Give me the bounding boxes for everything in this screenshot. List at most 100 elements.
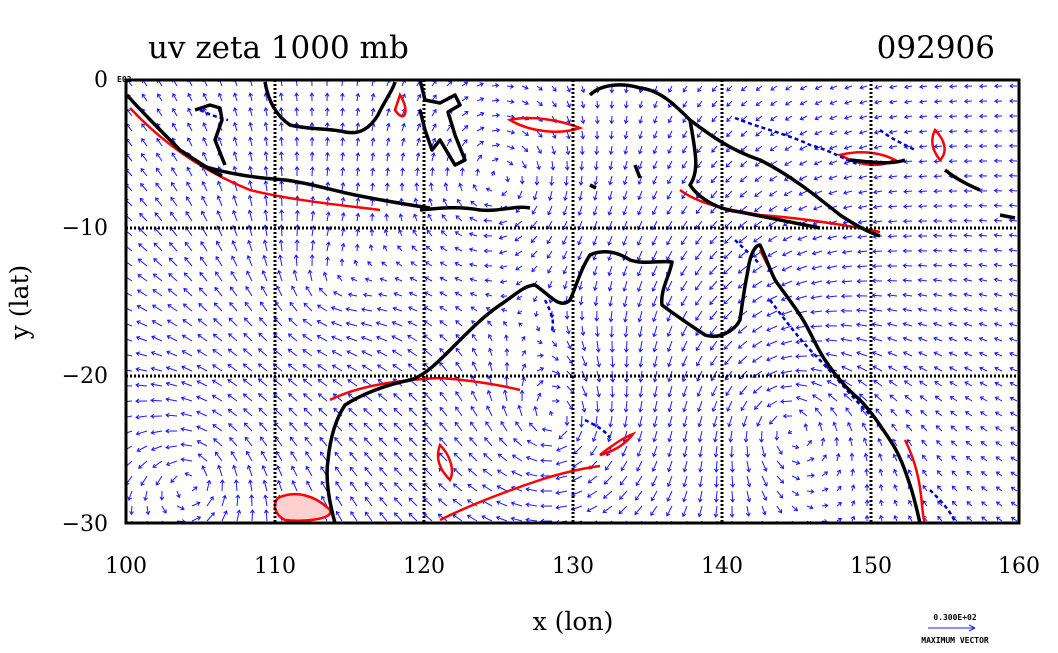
wind-vector bbox=[165, 460, 178, 467]
wind-vector bbox=[499, 264, 508, 270]
wind-vector bbox=[948, 351, 958, 357]
wind-vector bbox=[397, 245, 403, 252]
wind-vector bbox=[857, 249, 868, 255]
wind-vector bbox=[861, 422, 868, 432]
wind-vector bbox=[563, 175, 569, 187]
wind-vector bbox=[232, 464, 238, 477]
wind-vector bbox=[844, 100, 853, 105]
wind-vector bbox=[287, 348, 298, 357]
wind-vector bbox=[233, 92, 238, 102]
wind-vector bbox=[829, 100, 838, 105]
coastline-java bbox=[199, 163, 431, 210]
wind-vector bbox=[594, 145, 600, 156]
wind-vector bbox=[963, 277, 973, 283]
wind-vector bbox=[439, 320, 448, 327]
wind-vector bbox=[864, 483, 870, 492]
wind-vector bbox=[150, 445, 163, 452]
wind-vector bbox=[978, 83, 988, 89]
wind-vector bbox=[259, 436, 268, 447]
wind-vector bbox=[409, 276, 418, 282]
wind-vector bbox=[521, 130, 530, 136]
wind-vector bbox=[185, 210, 193, 222]
wind-vector bbox=[887, 204, 898, 210]
wind-vector bbox=[1008, 262, 1018, 268]
wind-vector bbox=[651, 250, 658, 262]
wind-vector bbox=[454, 421, 463, 432]
wind-vector bbox=[317, 393, 328, 402]
wind-vector bbox=[379, 277, 388, 282]
wind-vector bbox=[581, 400, 587, 413]
wind-vector bbox=[498, 235, 508, 240]
wind-vector bbox=[161, 505, 167, 514]
wind-vector bbox=[795, 280, 808, 286]
wind-vector bbox=[219, 479, 225, 492]
wind-vector bbox=[697, 430, 703, 443]
wind-vector bbox=[350, 277, 358, 282]
wind-vector bbox=[1008, 307, 1018, 312]
wind-vector bbox=[263, 509, 269, 522]
wind-vector bbox=[745, 505, 751, 517]
wind-vector bbox=[697, 400, 703, 413]
wind-vector bbox=[902, 277, 913, 283]
wind-vector bbox=[1009, 83, 1018, 89]
wind-vector bbox=[922, 484, 928, 492]
wind-vector bbox=[951, 470, 958, 477]
wind-vector bbox=[294, 151, 300, 162]
wind-vector bbox=[795, 295, 808, 301]
wind-vector bbox=[186, 181, 193, 192]
wind-vector bbox=[795, 382, 808, 388]
wind-vector bbox=[581, 340, 587, 352]
wind-vector bbox=[761, 505, 767, 516]
wind-vector bbox=[228, 333, 238, 342]
wind-vector bbox=[415, 167, 420, 177]
wind-vector bbox=[727, 415, 733, 428]
wind-vector bbox=[243, 422, 253, 432]
wind-vector bbox=[154, 212, 163, 222]
wind-vector bbox=[904, 99, 913, 105]
wind-vector bbox=[933, 188, 943, 194]
wind-vector bbox=[780, 340, 793, 346]
wind-vector bbox=[376, 350, 388, 357]
wind-vector bbox=[536, 100, 543, 107]
wind-vector bbox=[709, 250, 718, 260]
wind-vector bbox=[468, 452, 478, 462]
wind-vector bbox=[619, 475, 628, 486]
wind-vector bbox=[152, 289, 163, 297]
wind-vector bbox=[349, 466, 358, 477]
wind-vector bbox=[243, 332, 253, 342]
wind-vector bbox=[506, 129, 516, 135]
wind-vector bbox=[963, 173, 972, 179]
wind-vector bbox=[761, 475, 768, 487]
wind-vector bbox=[499, 279, 508, 285]
wind-vector bbox=[345, 306, 358, 312]
wind-vector bbox=[948, 233, 958, 238]
wind-vector bbox=[887, 233, 898, 239]
wind-vector bbox=[376, 335, 388, 342]
wind-vector bbox=[752, 355, 763, 363]
wind-vector bbox=[213, 438, 223, 447]
wind-vector bbox=[476, 82, 484, 87]
wind-vector bbox=[810, 324, 823, 330]
wind-vector bbox=[902, 351, 913, 357]
wind-vector bbox=[1009, 381, 1018, 387]
wind-vector bbox=[714, 475, 719, 488]
wind-vector bbox=[922, 469, 928, 477]
wind-vector bbox=[531, 205, 538, 215]
wind-vector bbox=[362, 292, 373, 298]
wind-vector bbox=[184, 256, 193, 267]
wind-vector bbox=[979, 396, 988, 402]
wind-vector bbox=[825, 351, 838, 357]
wind-vector bbox=[166, 319, 178, 327]
wind-vector bbox=[481, 515, 493, 522]
wind-vector bbox=[877, 437, 883, 447]
wind-vector bbox=[362, 379, 373, 387]
wind-vector bbox=[332, 379, 343, 387]
wind-vector bbox=[609, 130, 614, 140]
wind-vector bbox=[138, 227, 148, 237]
wind-vector bbox=[525, 502, 538, 508]
wind-vector bbox=[843, 145, 853, 150]
wind-vector bbox=[774, 430, 780, 441]
wind-vector bbox=[849, 452, 855, 462]
wind-vector bbox=[637, 415, 643, 428]
wind-vector bbox=[165, 444, 178, 450]
